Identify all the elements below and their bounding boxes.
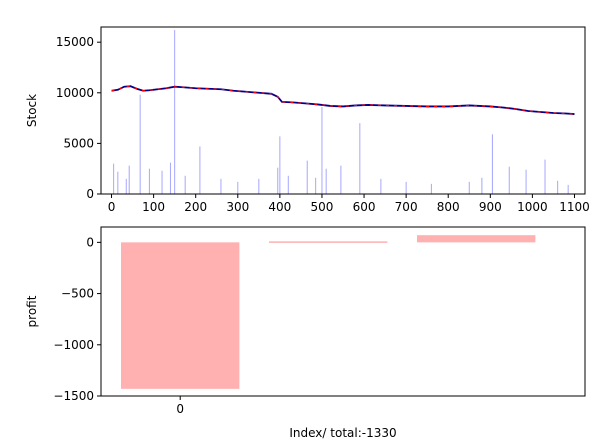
y-tick-label: −1000 [53, 338, 94, 352]
stock-price-line-accent [111, 85, 575, 115]
profit-bar [417, 235, 536, 243]
bottom-plot-frame [100, 226, 586, 397]
y-tick-label: 15000 [56, 35, 94, 49]
profit-bar-chart: 0 0 −500 −1000 −1500 profit Index/ total:-1330 [25, 226, 586, 440]
x-tick-label: 300 [226, 200, 249, 214]
x-tick-label: 1100 [559, 200, 590, 214]
y-tick-label: 0 [86, 187, 94, 201]
profit-bar [121, 242, 240, 389]
y-axis-label: Stock [25, 94, 39, 127]
y-axis-label: profit [25, 295, 39, 327]
x-tick-label: 0 [108, 200, 116, 214]
x-tick-label: 200 [184, 200, 207, 214]
y-tick-label: 0 [86, 235, 94, 249]
x-tick-label: 400 [268, 200, 291, 214]
x-tick-label: 1000 [517, 200, 548, 214]
x-tick-label: 900 [479, 200, 502, 214]
x-tick-label: 0 [176, 402, 184, 416]
x-tick-label: 100 [142, 200, 165, 214]
y-tick-label: 10000 [56, 86, 94, 100]
top-plot-frame [100, 26, 586, 195]
price-volume-chart: 0 100 200 300 400 500 600 700 800 900 1000 1100 0 500… [25, 26, 590, 214]
y-tick-label: 5000 [63, 136, 94, 150]
x-tick-label: 800 [437, 200, 460, 214]
profit-bar [269, 241, 388, 243]
x-tick-label: 500 [311, 200, 334, 214]
y-tick-label: −1500 [53, 389, 94, 403]
x-axis-label: Index/ total:-1330 [289, 426, 396, 440]
stock-price-line [111, 85, 575, 115]
x-tick-label: 700 [395, 200, 418, 214]
y-tick-label: −500 [61, 287, 94, 301]
x-tick-label: 600 [353, 200, 376, 214]
